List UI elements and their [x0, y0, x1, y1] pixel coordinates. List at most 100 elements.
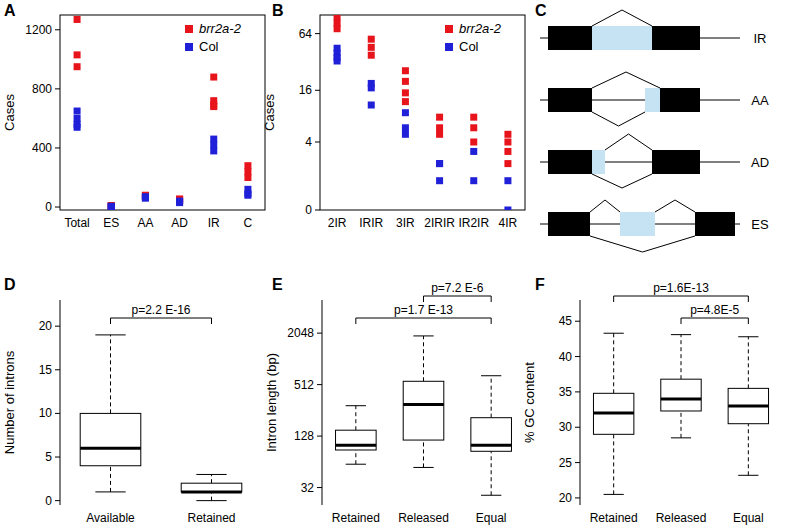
- exon: [695, 212, 735, 236]
- exon: [592, 150, 605, 174]
- plot-marks: [334, 15, 512, 210]
- x-tick-label: C: [244, 216, 253, 230]
- x-tick-label: Available: [86, 511, 135, 525]
- splice-junction: [590, 236, 695, 252]
- box: [336, 430, 377, 450]
- median: [336, 444, 377, 447]
- legend-marker: [445, 25, 453, 33]
- y-tick-label: 800: [32, 82, 52, 96]
- point: [504, 148, 511, 155]
- plot-frame: [320, 15, 525, 210]
- y-axis-line: [580, 300, 581, 505]
- point: [402, 98, 409, 105]
- point: [470, 114, 477, 121]
- significance-bracket: [614, 296, 749, 302]
- point: [436, 131, 443, 138]
- point: [176, 198, 183, 205]
- y-axis-label: Number of introns: [2, 350, 17, 454]
- y-axis-label: Cases: [262, 94, 277, 131]
- point: [74, 124, 81, 131]
- upper-cap: [738, 336, 758, 337]
- y-tick-label: 30: [559, 420, 573, 434]
- point: [504, 207, 511, 211]
- point: [436, 177, 443, 184]
- plot-marks: [80, 335, 242, 501]
- point: [436, 114, 443, 121]
- upper-whisker: [681, 335, 682, 380]
- lower-whisker: [355, 450, 356, 464]
- significance-bracket: [681, 318, 748, 324]
- lower-whisker: [423, 440, 424, 467]
- significance-bracket: [111, 318, 212, 324]
- point: [108, 202, 115, 209]
- y-tick-label: 0: [305, 203, 312, 217]
- median: [728, 405, 768, 408]
- y-tick-label: 512: [294, 378, 314, 392]
- p-value: p=7.2 E-6: [431, 281, 484, 295]
- splice-junction: [605, 134, 652, 150]
- y-tick-label: 16: [299, 83, 313, 97]
- exon: [548, 26, 592, 50]
- x-tick-label: Equal: [733, 511, 764, 525]
- point: [108, 203, 115, 210]
- plot-marks: [336, 336, 512, 495]
- point: [402, 89, 409, 96]
- lower-whisker: [748, 424, 749, 476]
- exon: [645, 88, 660, 112]
- y-tick-label: 400: [32, 141, 52, 155]
- legend-marker: [185, 25, 193, 33]
- exon: [548, 150, 592, 174]
- y-tick-label: 20: [559, 491, 573, 505]
- point: [210, 103, 217, 110]
- y-tick-label: 5: [45, 450, 52, 464]
- y-tick-label: 1200: [25, 23, 52, 37]
- y-tick: [55, 369, 60, 370]
- point: [142, 195, 149, 202]
- y-tick: [55, 88, 60, 89]
- lower-cap: [481, 495, 501, 496]
- p-value: p=4.8E-5: [690, 303, 739, 317]
- y-tick: [575, 462, 580, 463]
- box: [80, 413, 141, 465]
- x-tick-label: IRIR: [359, 216, 383, 230]
- y-tick-label: 40: [559, 350, 573, 364]
- point: [108, 203, 115, 210]
- upper-cap: [196, 474, 226, 475]
- upper-cap: [413, 335, 433, 336]
- x-tick-label: Released: [398, 511, 449, 525]
- exon: [548, 212, 590, 236]
- y-tick: [315, 33, 320, 34]
- point: [470, 148, 477, 155]
- lower-cap: [346, 464, 366, 465]
- y-tick: [55, 500, 60, 501]
- upper-cap: [604, 333, 624, 334]
- splice-junction: [592, 10, 652, 26]
- legend-label: Col: [459, 39, 479, 54]
- lower-whisker: [681, 411, 682, 438]
- legend-label: Col: [199, 39, 219, 54]
- y-tick-label: 2048: [287, 326, 314, 340]
- point: [210, 74, 217, 81]
- box: [403, 381, 444, 440]
- event-label: IR: [754, 31, 767, 46]
- point: [334, 25, 341, 32]
- x-tick-label: AA: [137, 216, 153, 230]
- point: [108, 203, 115, 210]
- legend-label: brr2a-2: [459, 21, 502, 36]
- point: [108, 202, 115, 209]
- x-tick-label: Equal: [476, 511, 507, 525]
- exon: [652, 26, 700, 50]
- x-tick-label: Retained: [332, 511, 380, 525]
- event-label: AD: [751, 155, 769, 170]
- p-value: p=1.7 E-13: [394, 303, 453, 317]
- point: [470, 177, 477, 184]
- splice-junction: [592, 72, 660, 88]
- point: [368, 84, 375, 91]
- point: [74, 108, 81, 115]
- y-tick: [55, 29, 60, 30]
- x-tick-label: 2IRIR: [424, 216, 455, 230]
- splice-junction: [592, 112, 645, 126]
- x-tick-label: 3IR: [396, 216, 415, 230]
- x-tick-label: ES: [103, 216, 119, 230]
- y-tick-label: 0: [45, 200, 52, 214]
